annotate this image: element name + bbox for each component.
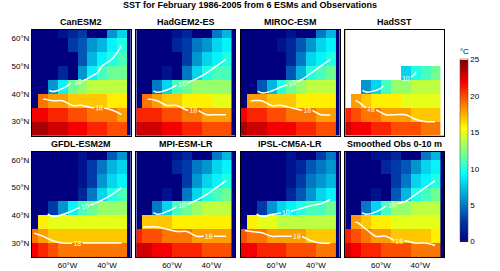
svg-text:10: 10 (387, 200, 396, 209)
svg-text:60°W: 60°W (162, 261, 182, 270)
svg-text:15: 15 (470, 128, 479, 137)
svg-text:HadSST: HadSST (377, 17, 412, 27)
svg-text:40°N: 40°N (12, 90, 30, 99)
svg-text:10: 10 (281, 208, 290, 216)
svg-text:10: 10 (178, 201, 187, 209)
svg-text:CanESM2: CanESM2 (60, 17, 102, 27)
svg-text:Smoothed Obs 0-10 m: Smoothed Obs 0-10 m (347, 139, 442, 149)
svg-text:10: 10 (178, 80, 187, 88)
svg-text:30°N: 30°N (12, 239, 30, 248)
svg-text:60°N: 60°N (12, 34, 30, 43)
svg-text:10: 10 (470, 165, 479, 174)
svg-text:°C: °C (460, 47, 469, 56)
svg-text:40°W: 40°W (97, 261, 117, 270)
svg-text:40°N: 40°N (12, 211, 30, 220)
svg-text:HadGEM2-ES: HadGEM2-ES (157, 17, 215, 27)
svg-text:18: 18 (303, 106, 311, 113)
svg-text:60°N: 60°N (12, 156, 30, 165)
svg-text:18: 18 (73, 240, 81, 247)
svg-text:18: 18 (367, 105, 376, 113)
svg-text:MPI-ESM-LR: MPI-ESM-LR (159, 139, 213, 149)
svg-text:10: 10 (80, 202, 89, 211)
svg-text:60°W: 60°W (371, 261, 391, 270)
svg-text:18: 18 (205, 233, 213, 240)
svg-text:25: 25 (470, 55, 479, 64)
svg-text:18: 18 (189, 106, 197, 113)
svg-text:30°N: 30°N (12, 117, 30, 126)
svg-text:MIROC-ESM: MIROC-ESM (264, 17, 317, 27)
svg-text:50°N: 50°N (12, 62, 30, 71)
svg-text:20: 20 (470, 92, 479, 101)
svg-text:5: 5 (470, 201, 475, 210)
svg-text:40°W: 40°W (202, 261, 222, 270)
svg-text:18: 18 (395, 237, 403, 244)
svg-text:60°W: 60°W (58, 261, 78, 270)
svg-text:SST for February 1986-2005 fro: SST for February 1986-2005 from 6 ESMs a… (123, 0, 377, 10)
svg-text:0: 0 (470, 237, 475, 246)
svg-text:18: 18 (293, 232, 301, 239)
svg-text:GFDL-ESM2M: GFDL-ESM2M (51, 139, 111, 149)
svg-text:10: 10 (402, 75, 410, 82)
svg-text:50°N: 50°N (12, 183, 30, 192)
svg-text:40°W: 40°W (306, 261, 326, 270)
svg-text:40°W: 40°W (410, 261, 430, 270)
svg-text:10: 10 (287, 79, 297, 88)
svg-text:IPSL-CM5A-LR: IPSL-CM5A-LR (258, 139, 322, 149)
svg-text:18: 18 (95, 104, 103, 111)
svg-text:60°W: 60°W (267, 261, 287, 270)
svg-text:10: 10 (74, 78, 83, 86)
